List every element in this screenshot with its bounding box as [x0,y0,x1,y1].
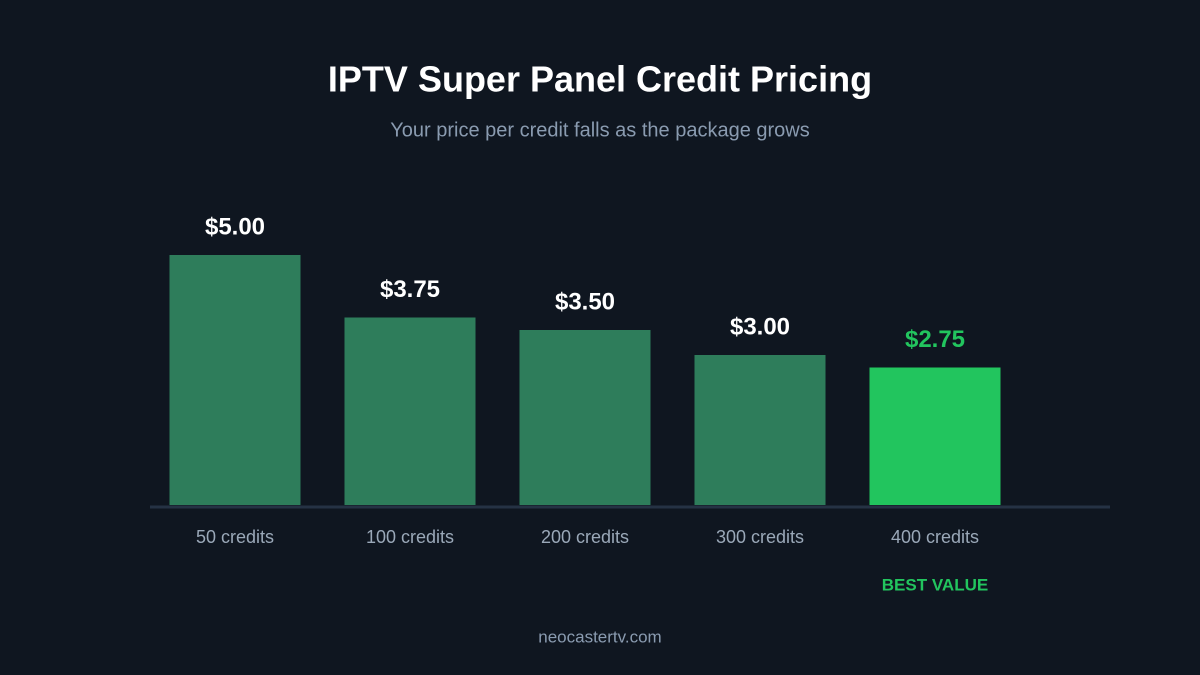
bar [694,355,826,505]
bar [344,317,476,505]
annotation: BEST VALUE [882,575,988,594]
value-label: $3.00 [730,313,790,340]
value-label: $5.00 [205,213,265,240]
value-label: $2.75 [905,326,965,353]
value-label: $3.50 [555,288,615,315]
x-tick-label: 50 credits [196,527,274,547]
footer: neocastertv.com [538,627,661,646]
x-tick-label: 400 credits [891,527,979,547]
bar [169,255,301,505]
x-tick-label: 200 credits [541,527,629,547]
x-tick-label: 300 credits [716,527,804,547]
value-label: $3.75 [380,276,440,303]
x-tick-label: 100 credits [366,527,454,547]
chart-subtitle: Your price per credit falls as the packa… [390,119,809,141]
chart-title: IPTV Super Panel Credit Pricing [328,59,872,100]
bar [519,330,651,505]
bar [869,367,1001,505]
